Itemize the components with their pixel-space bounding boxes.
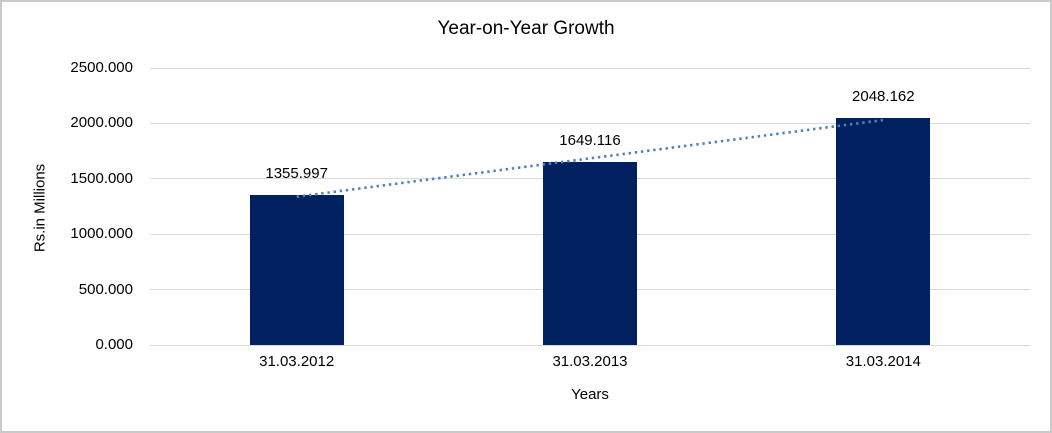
x-category-label: 31.03.2012 — [259, 353, 335, 370]
gridline — [150, 67, 1030, 69]
x-axis-title: Years — [571, 386, 609, 403]
x-category-label: 31.03.2014 — [845, 353, 921, 370]
y-tick-label: 500.000 — [78, 280, 133, 298]
y-tick-label: 0.000 — [95, 336, 133, 353]
bar-value-label: 1355.997 — [265, 164, 328, 182]
bar — [249, 194, 344, 345]
gridline — [150, 344, 1030, 346]
bar — [836, 118, 931, 345]
y-tick-label: 2000.000 — [70, 114, 133, 132]
x-category-label: 31.03.2013 — [552, 353, 628, 370]
y-tick-label: 1500.000 — [70, 169, 133, 187]
y-tick-label: 1000.000 — [70, 225, 133, 243]
bar-value-label: 1649.116 — [559, 132, 621, 150]
bar-value-label: 2048.162 — [852, 88, 915, 106]
y-tick-label: 2500.000 — [70, 59, 133, 76]
chart-title: Year-on-Year Growth — [437, 18, 615, 39]
bar — [543, 162, 637, 345]
